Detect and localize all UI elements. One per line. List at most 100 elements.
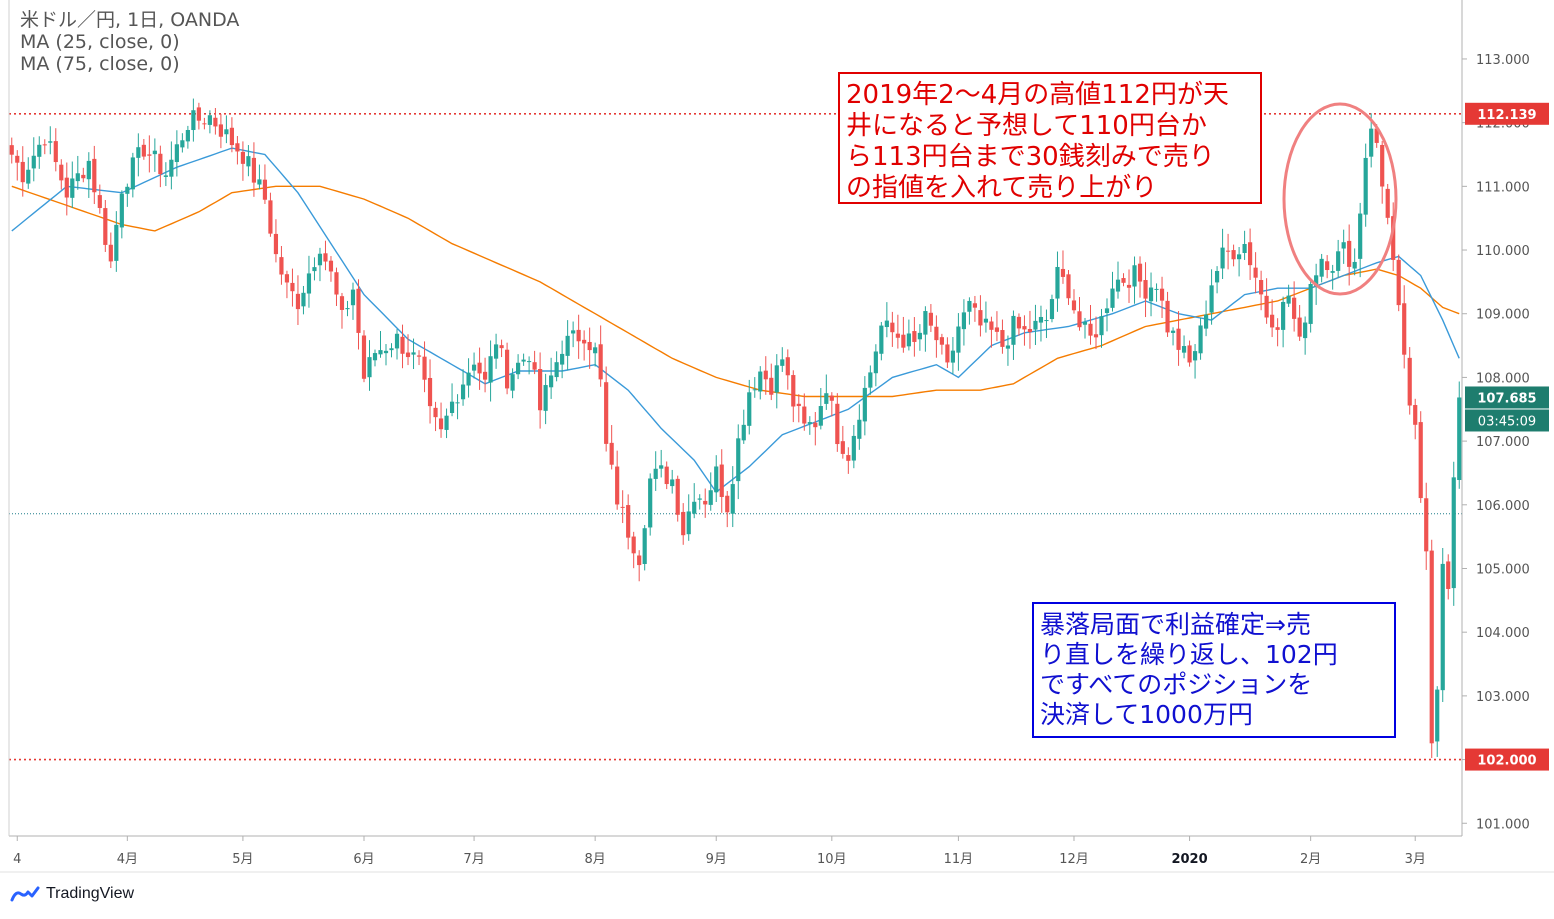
candle-down[interactable] xyxy=(251,142,257,197)
candle-down[interactable] xyxy=(240,141,246,181)
candle-up[interactable] xyxy=(119,190,124,239)
candle-down[interactable] xyxy=(532,350,537,375)
candle-up[interactable] xyxy=(659,449,664,478)
candle-down[interactable] xyxy=(829,392,834,417)
candle-up[interactable] xyxy=(1005,335,1011,366)
candle-up[interactable] xyxy=(306,255,312,308)
candle-down[interactable] xyxy=(912,317,917,357)
candle-down[interactable] xyxy=(725,491,730,528)
candle-down[interactable] xyxy=(626,494,631,550)
candle-up[interactable] xyxy=(983,301,989,333)
candle-up[interactable] xyxy=(378,331,383,358)
candle-down[interactable] xyxy=(1264,278,1269,324)
candle-up[interactable] xyxy=(923,306,928,352)
candle-up[interactable] xyxy=(86,152,91,198)
candle-down[interactable] xyxy=(890,311,895,347)
candle-up[interactable] xyxy=(967,297,972,325)
candle-down[interactable] xyxy=(328,256,334,282)
candle-up[interactable] xyxy=(1033,304,1038,345)
candle-up[interactable] xyxy=(1435,686,1440,757)
candle-up[interactable] xyxy=(857,404,862,450)
candle-up[interactable] xyxy=(758,366,763,400)
candle-down[interactable] xyxy=(438,402,444,438)
candle-down[interactable] xyxy=(1088,304,1093,345)
candle-up[interactable] xyxy=(180,133,185,153)
candle-down[interactable] xyxy=(1165,291,1170,337)
candle-down[interactable] xyxy=(1071,289,1077,314)
candle-down[interactable] xyxy=(323,240,328,271)
candle-up[interactable] xyxy=(884,302,889,338)
candle-down[interactable] xyxy=(400,324,405,369)
candle-down[interactable] xyxy=(1137,256,1143,298)
candle-down[interactable] xyxy=(1176,311,1181,366)
candle-down[interactable] xyxy=(846,447,851,474)
candle-up[interactable] xyxy=(714,455,719,503)
candle-down[interactable] xyxy=(1027,310,1033,349)
candle-up[interactable] xyxy=(527,356,532,375)
candle-down[interactable] xyxy=(1121,273,1126,287)
candle-up[interactable] xyxy=(174,130,179,177)
candle-down[interactable] xyxy=(675,475,680,522)
candle-up[interactable] xyxy=(466,358,471,398)
candle-up[interactable] xyxy=(383,344,389,366)
candle-down[interactable] xyxy=(719,449,724,513)
candle-down[interactable] xyxy=(1066,270,1071,305)
candle-up[interactable] xyxy=(1308,280,1313,333)
symbol-label[interactable]: 米ドル／円, 1日, OANDA xyxy=(20,9,240,31)
candle-down[interactable] xyxy=(284,270,290,299)
candle-down[interactable] xyxy=(279,246,284,285)
candle-down[interactable] xyxy=(1060,250,1066,284)
candle-up[interactable] xyxy=(394,329,400,360)
candle-down[interactable] xyxy=(1396,254,1401,312)
candle-down[interactable] xyxy=(1446,554,1451,600)
candle-down[interactable] xyxy=(268,192,273,237)
candle-down[interactable] xyxy=(1402,285,1407,369)
candle-up[interactable] xyxy=(1148,272,1154,317)
candle-up[interactable] xyxy=(411,338,416,370)
candle-up[interactable] xyxy=(1336,239,1341,278)
candle-up[interactable] xyxy=(136,133,141,177)
candle-up[interactable] xyxy=(471,352,477,379)
candle-up[interactable] xyxy=(1132,256,1137,304)
candle-up[interactable] xyxy=(906,319,911,351)
candle-down[interactable] xyxy=(1391,202,1396,272)
candle-down[interactable] xyxy=(835,393,840,452)
candle-up[interactable] xyxy=(1237,246,1242,277)
candle-down[interactable] xyxy=(97,184,102,214)
candle-up[interactable] xyxy=(917,324,922,351)
candle-down[interactable] xyxy=(604,366,609,452)
candle-down[interactable] xyxy=(802,393,807,431)
candle-down[interactable] xyxy=(1380,140,1385,204)
candle-up[interactable] xyxy=(389,343,394,358)
candle-down[interactable] xyxy=(295,275,301,326)
candle-down[interactable] xyxy=(103,199,108,252)
candle-up[interactable] xyxy=(593,342,598,367)
candle-up[interactable] xyxy=(950,337,955,375)
candle-up[interactable] xyxy=(879,321,884,361)
candle-up[interactable] xyxy=(1281,296,1286,348)
candle-up[interactable] xyxy=(752,377,757,398)
candle-down[interactable] xyxy=(895,314,900,349)
candle-up[interactable] xyxy=(670,469,675,494)
candle-up[interactable] xyxy=(125,183,130,207)
candle-down[interactable] xyxy=(339,292,345,329)
candle-down[interactable] xyxy=(1187,340,1192,367)
candle-down[interactable] xyxy=(427,359,433,424)
candle-up[interactable] xyxy=(163,162,168,187)
candle-down[interactable] xyxy=(1429,539,1434,758)
ma25-legend[interactable]: MA (25, close, 0) xyxy=(20,31,180,53)
candle-up[interactable] xyxy=(1319,253,1324,283)
candle-up[interactable] xyxy=(1220,228,1225,280)
candle-down[interactable] xyxy=(20,146,25,197)
candle-down[interactable] xyxy=(1347,224,1352,286)
candle-down[interactable] xyxy=(796,394,801,423)
candle-up[interactable] xyxy=(224,115,229,144)
candle-down[interactable] xyxy=(356,279,361,350)
candle-down[interactable] xyxy=(928,304,933,332)
candle-up[interactable] xyxy=(549,357,554,399)
candle-down[interactable] xyxy=(1424,482,1429,570)
candle-down[interactable] xyxy=(1292,281,1297,332)
candle-up[interactable] xyxy=(460,369,466,406)
candle-down[interactable] xyxy=(576,314,581,359)
candle-down[interactable] xyxy=(505,342,510,395)
